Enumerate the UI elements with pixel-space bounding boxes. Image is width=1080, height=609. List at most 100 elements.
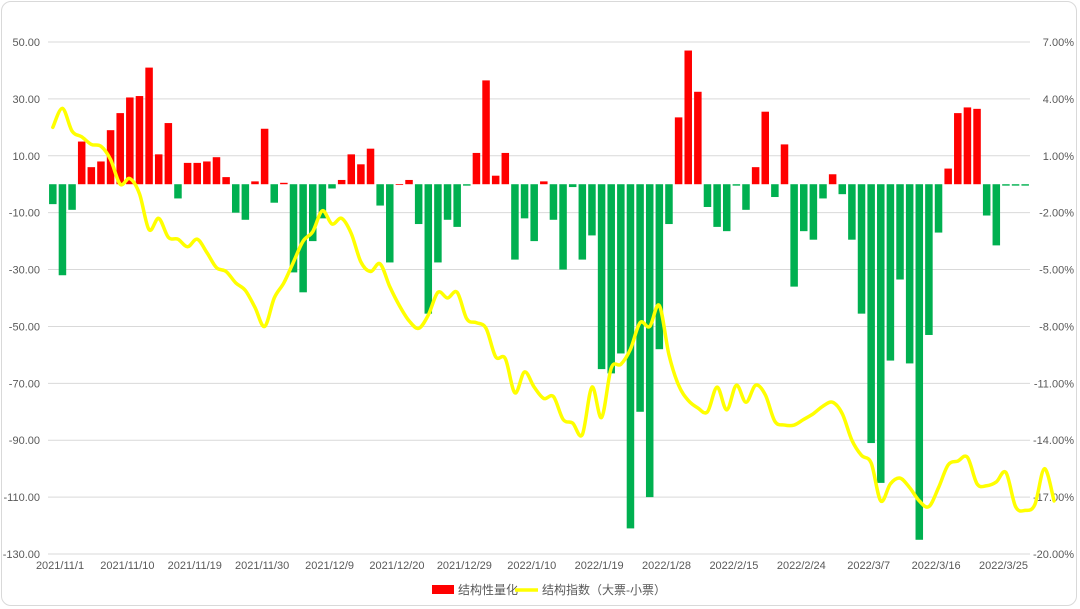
bar: [655, 184, 664, 350]
bar: [819, 184, 827, 199]
bar: [126, 97, 134, 185]
bar: [482, 80, 490, 185]
bar: [463, 184, 471, 186]
legend-line-label: 结构指数（大票-小票）: [542, 582, 666, 597]
bar: [742, 184, 750, 210]
bar: [328, 184, 336, 189]
x-axis-tick-label: 2022/3/16: [912, 560, 961, 572]
bar: [944, 168, 952, 185]
x-axis-tick-label: 2022/1/10: [507, 560, 556, 572]
x-axis-tick-label: 2022/2/24: [777, 560, 826, 572]
bar: [203, 161, 211, 185]
bar: [617, 184, 625, 354]
left-axis-tick-label: 50.00: [12, 37, 40, 49]
bar: [636, 184, 644, 412]
left-axis-tick-label: -130.00: [3, 549, 40, 561]
bar: [896, 184, 904, 280]
bar: [376, 184, 384, 206]
bar-series: [49, 50, 1029, 540]
x-axis-tick-label: 2021/12/29: [437, 560, 492, 572]
bar: [443, 184, 452, 220]
left-axis-ticks: 50.00 30.00 10.00 -10.00 -30.00 -50.00 -70.00 -…: [3, 37, 40, 561]
right-axis-tick-label: -2.00%: [1039, 208, 1074, 220]
bar: [174, 184, 182, 199]
x-axis-tick-label: 2022/3/7: [847, 560, 890, 572]
bar: [992, 184, 1001, 246]
bar: [270, 184, 278, 203]
bar: [501, 152, 510, 185]
bar: [645, 184, 654, 498]
bar: [588, 184, 596, 236]
bar: [1002, 184, 1010, 186]
bar: [434, 184, 442, 263]
right-axis-tick-label: -20.00%: [1033, 549, 1074, 561]
bar: [97, 161, 105, 185]
bar: [405, 179, 413, 185]
bar: [164, 123, 173, 185]
right-axis-tick-label: -5.00%: [1039, 265, 1074, 277]
bar: [222, 177, 230, 185]
bar: [732, 184, 741, 186]
bar: [68, 184, 76, 210]
right-axis-tick-label: 4.00%: [1043, 94, 1074, 106]
bar: [963, 107, 972, 185]
x-axis-tick-label: 2021/11/1: [36, 560, 84, 572]
bar: [87, 167, 96, 185]
bar: [549, 184, 558, 220]
bar: [251, 181, 259, 185]
bar: [424, 184, 433, 314]
x-axis-tick-label: 2021/11/19: [168, 560, 222, 572]
bar: [395, 184, 404, 186]
bar: [520, 184, 529, 219]
bar: [309, 184, 317, 242]
x-axis-tick-label: 2021/11/10: [100, 560, 154, 572]
bar: [347, 154, 356, 185]
bar: [58, 184, 67, 276]
bar: [905, 184, 914, 364]
bar: [761, 111, 769, 185]
x-axis-tick-label: 2021/12/9: [305, 560, 354, 572]
bar: [838, 184, 847, 195]
legend: 结构性量化 结构指数（大票-小票）: [432, 582, 666, 597]
left-axis-tick-label: -10.00: [9, 208, 40, 220]
bar: [886, 184, 895, 361]
bar: [530, 184, 538, 242]
x-axis-tick-label: 2021/11/30: [235, 560, 289, 572]
bar: [915, 184, 924, 540]
left-axis-tick-label: -50.00: [9, 321, 40, 333]
bar: [780, 144, 789, 185]
bar: [934, 184, 943, 233]
bar: [491, 175, 500, 185]
bar: [183, 162, 192, 185]
bar: [703, 184, 712, 207]
bar: [1021, 184, 1029, 186]
bar: [559, 184, 567, 270]
bar: [453, 184, 461, 227]
bar: [135, 96, 144, 185]
bar: [337, 179, 346, 185]
x-axis-ticks: 2021/11/1 2021/11/10 2021/11/19 2021/11/30 2…: [36, 560, 1028, 572]
bar: [925, 184, 933, 335]
bar: [597, 184, 606, 370]
bar: [77, 141, 86, 185]
left-axis-tick-label: -110.00: [4, 492, 41, 504]
bar: [1011, 184, 1020, 186]
bar: [982, 184, 991, 216]
bar: [231, 184, 240, 213]
x-axis-tick-label: 2022/3/25: [979, 560, 1028, 572]
bar: [366, 148, 375, 185]
bar: [877, 184, 885, 483]
bar: [49, 184, 57, 205]
gridlines: [48, 41, 1030, 555]
bar: [280, 182, 288, 185]
bar: [357, 164, 365, 185]
legend-bar-label: 结构性量化: [458, 582, 518, 597]
bar: [867, 184, 875, 444]
bar: [828, 174, 837, 185]
bar: [386, 184, 394, 263]
right-axis-tick-label: 1.00%: [1043, 151, 1074, 163]
left-axis-tick-label: 30.00: [12, 94, 40, 106]
bar: [665, 184, 673, 225]
